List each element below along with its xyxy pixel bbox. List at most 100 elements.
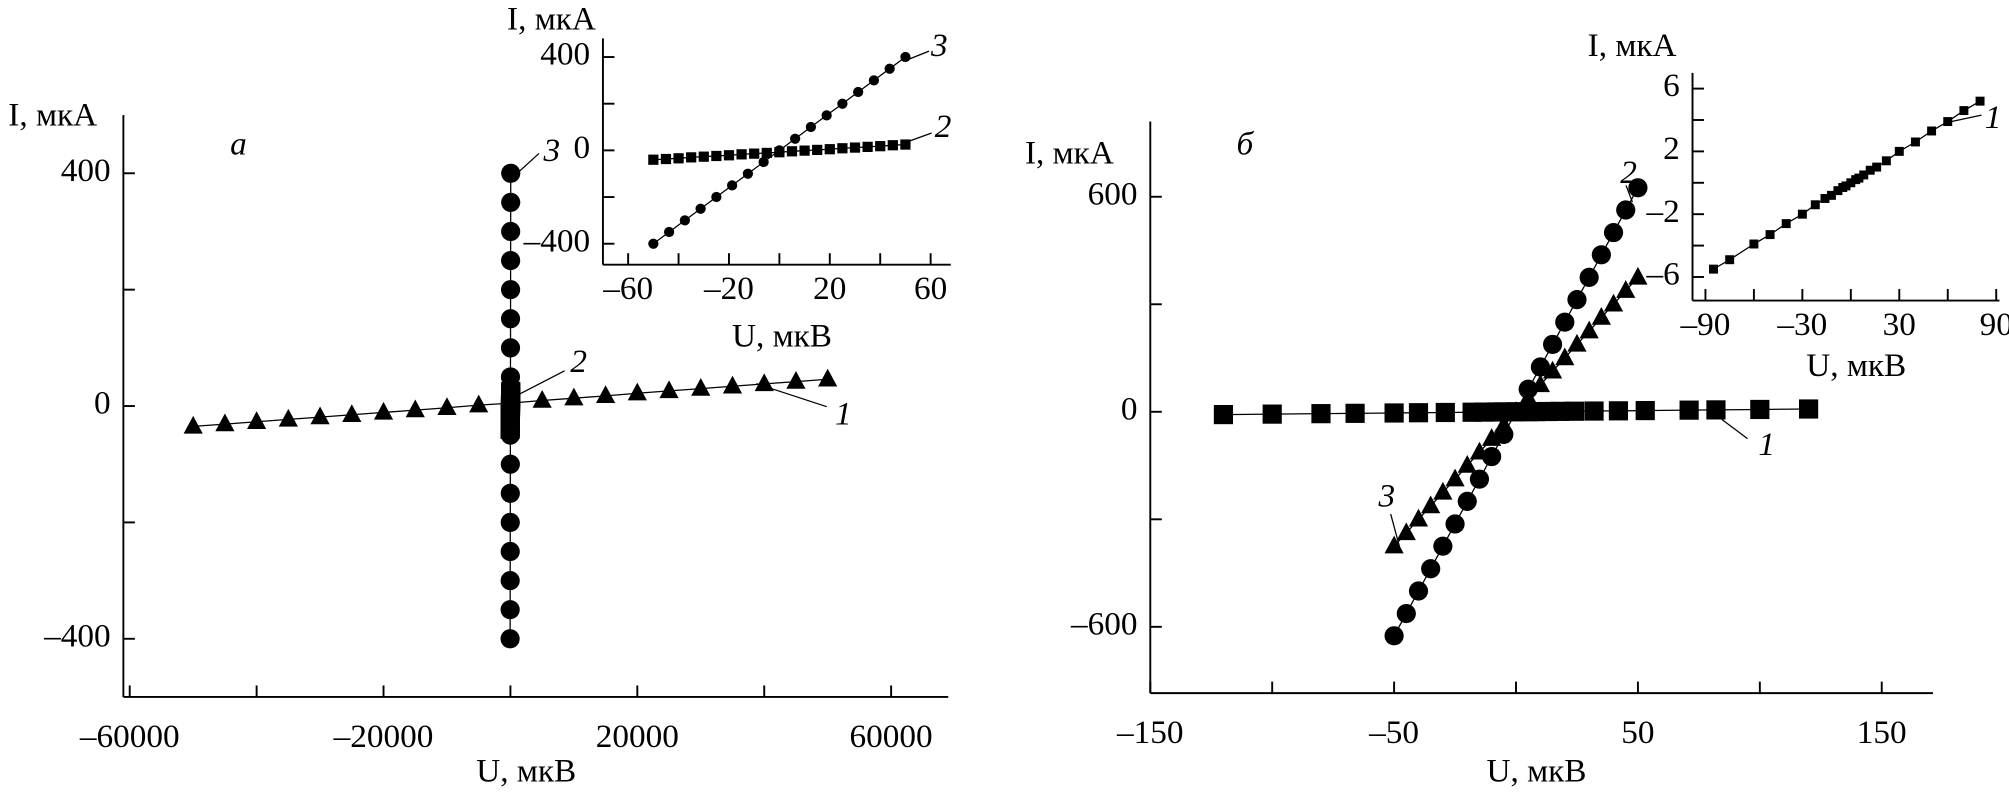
leader-line [903, 50, 930, 62]
point [1706, 400, 1726, 420]
x-tick-label: 60 [914, 270, 947, 307]
point [500, 600, 520, 620]
point [1865, 165, 1875, 175]
point [837, 143, 848, 154]
y-axis-label: I, мкА [1025, 135, 1114, 172]
x-tick-label: –50 [1368, 714, 1419, 751]
point [1469, 469, 1490, 489]
point [1894, 146, 1904, 156]
leader-line [756, 383, 827, 408]
point [1799, 399, 1819, 419]
y-tick-label: 400 [61, 152, 111, 189]
point [1591, 306, 1611, 325]
point [1433, 536, 1453, 556]
y-tick-label: –600 [1070, 605, 1138, 642]
point [1943, 117, 1953, 127]
point [812, 144, 823, 156]
point [691, 378, 711, 396]
leader-line [519, 370, 565, 395]
point [1750, 399, 1770, 420]
point [660, 153, 672, 165]
point [1550, 401, 1570, 421]
point [1542, 360, 1563, 379]
y-axis-label: I, мкА [8, 96, 97, 133]
point [875, 141, 886, 152]
point [1530, 357, 1550, 377]
point [1927, 126, 1937, 136]
x-tick-label: 30 [1883, 306, 1916, 343]
y-tick-label: –400 [43, 617, 111, 654]
point [500, 338, 521, 358]
series-label: 2 [935, 108, 952, 145]
point [1433, 481, 1453, 500]
point [1445, 468, 1465, 487]
point [1709, 264, 1718, 274]
x-tick-label: –30 [1776, 306, 1827, 343]
x-tick-label: –60 [602, 270, 653, 307]
point [500, 541, 520, 562]
point [761, 147, 772, 159]
point [900, 139, 911, 150]
series-label: 1 [835, 396, 852, 433]
leader-line [1625, 185, 1634, 203]
y-axis-label: I, мкА [1588, 27, 1677, 64]
point [1749, 239, 1759, 249]
point [1482, 447, 1502, 467]
point [1820, 194, 1830, 203]
point [1408, 403, 1429, 423]
point [648, 154, 659, 165]
point [1469, 441, 1490, 460]
point [1591, 245, 1611, 265]
point [686, 152, 697, 163]
point [1859, 170, 1869, 180]
point [663, 226, 675, 238]
point [1975, 96, 1985, 106]
point [727, 180, 738, 191]
point [887, 140, 898, 151]
point [596, 385, 616, 404]
y-tick-label: 0 [94, 385, 111, 422]
point [648, 238, 659, 249]
point [723, 150, 735, 161]
point [1810, 200, 1820, 210]
point [695, 203, 706, 214]
point [711, 191, 722, 203]
point [500, 454, 520, 474]
point [1628, 178, 1648, 198]
point [786, 371, 806, 389]
point [805, 121, 817, 133]
y-tick-label: 0 [1121, 390, 1138, 427]
point [1603, 293, 1624, 312]
point [469, 394, 489, 413]
y-tick-label: 0 [574, 129, 591, 166]
point [1628, 266, 1648, 285]
point [1881, 156, 1891, 166]
x-tick-label: 60000 [850, 718, 933, 755]
point [1457, 491, 1477, 511]
point [1959, 106, 1969, 116]
point [1579, 320, 1599, 339]
point [1679, 400, 1699, 420]
point [1421, 495, 1441, 514]
point [500, 309, 521, 329]
point [1384, 535, 1404, 554]
y-tick-label: 2 [1663, 130, 1680, 167]
point [1781, 219, 1791, 229]
point [799, 145, 810, 156]
point [659, 380, 679, 399]
point [1616, 280, 1636, 298]
point [1396, 603, 1416, 624]
point [1384, 403, 1404, 423]
x-axis-label: U, мкВ [1806, 347, 1906, 384]
point [1445, 514, 1465, 534]
x-tick-label: –20000 [333, 718, 434, 755]
series-label: 1 [1758, 426, 1775, 463]
point [862, 141, 873, 152]
point [1518, 387, 1538, 406]
point [749, 148, 760, 159]
point [215, 413, 235, 432]
y-tick-label: –2 [1645, 193, 1679, 230]
point [1421, 559, 1441, 579]
point [824, 144, 835, 155]
